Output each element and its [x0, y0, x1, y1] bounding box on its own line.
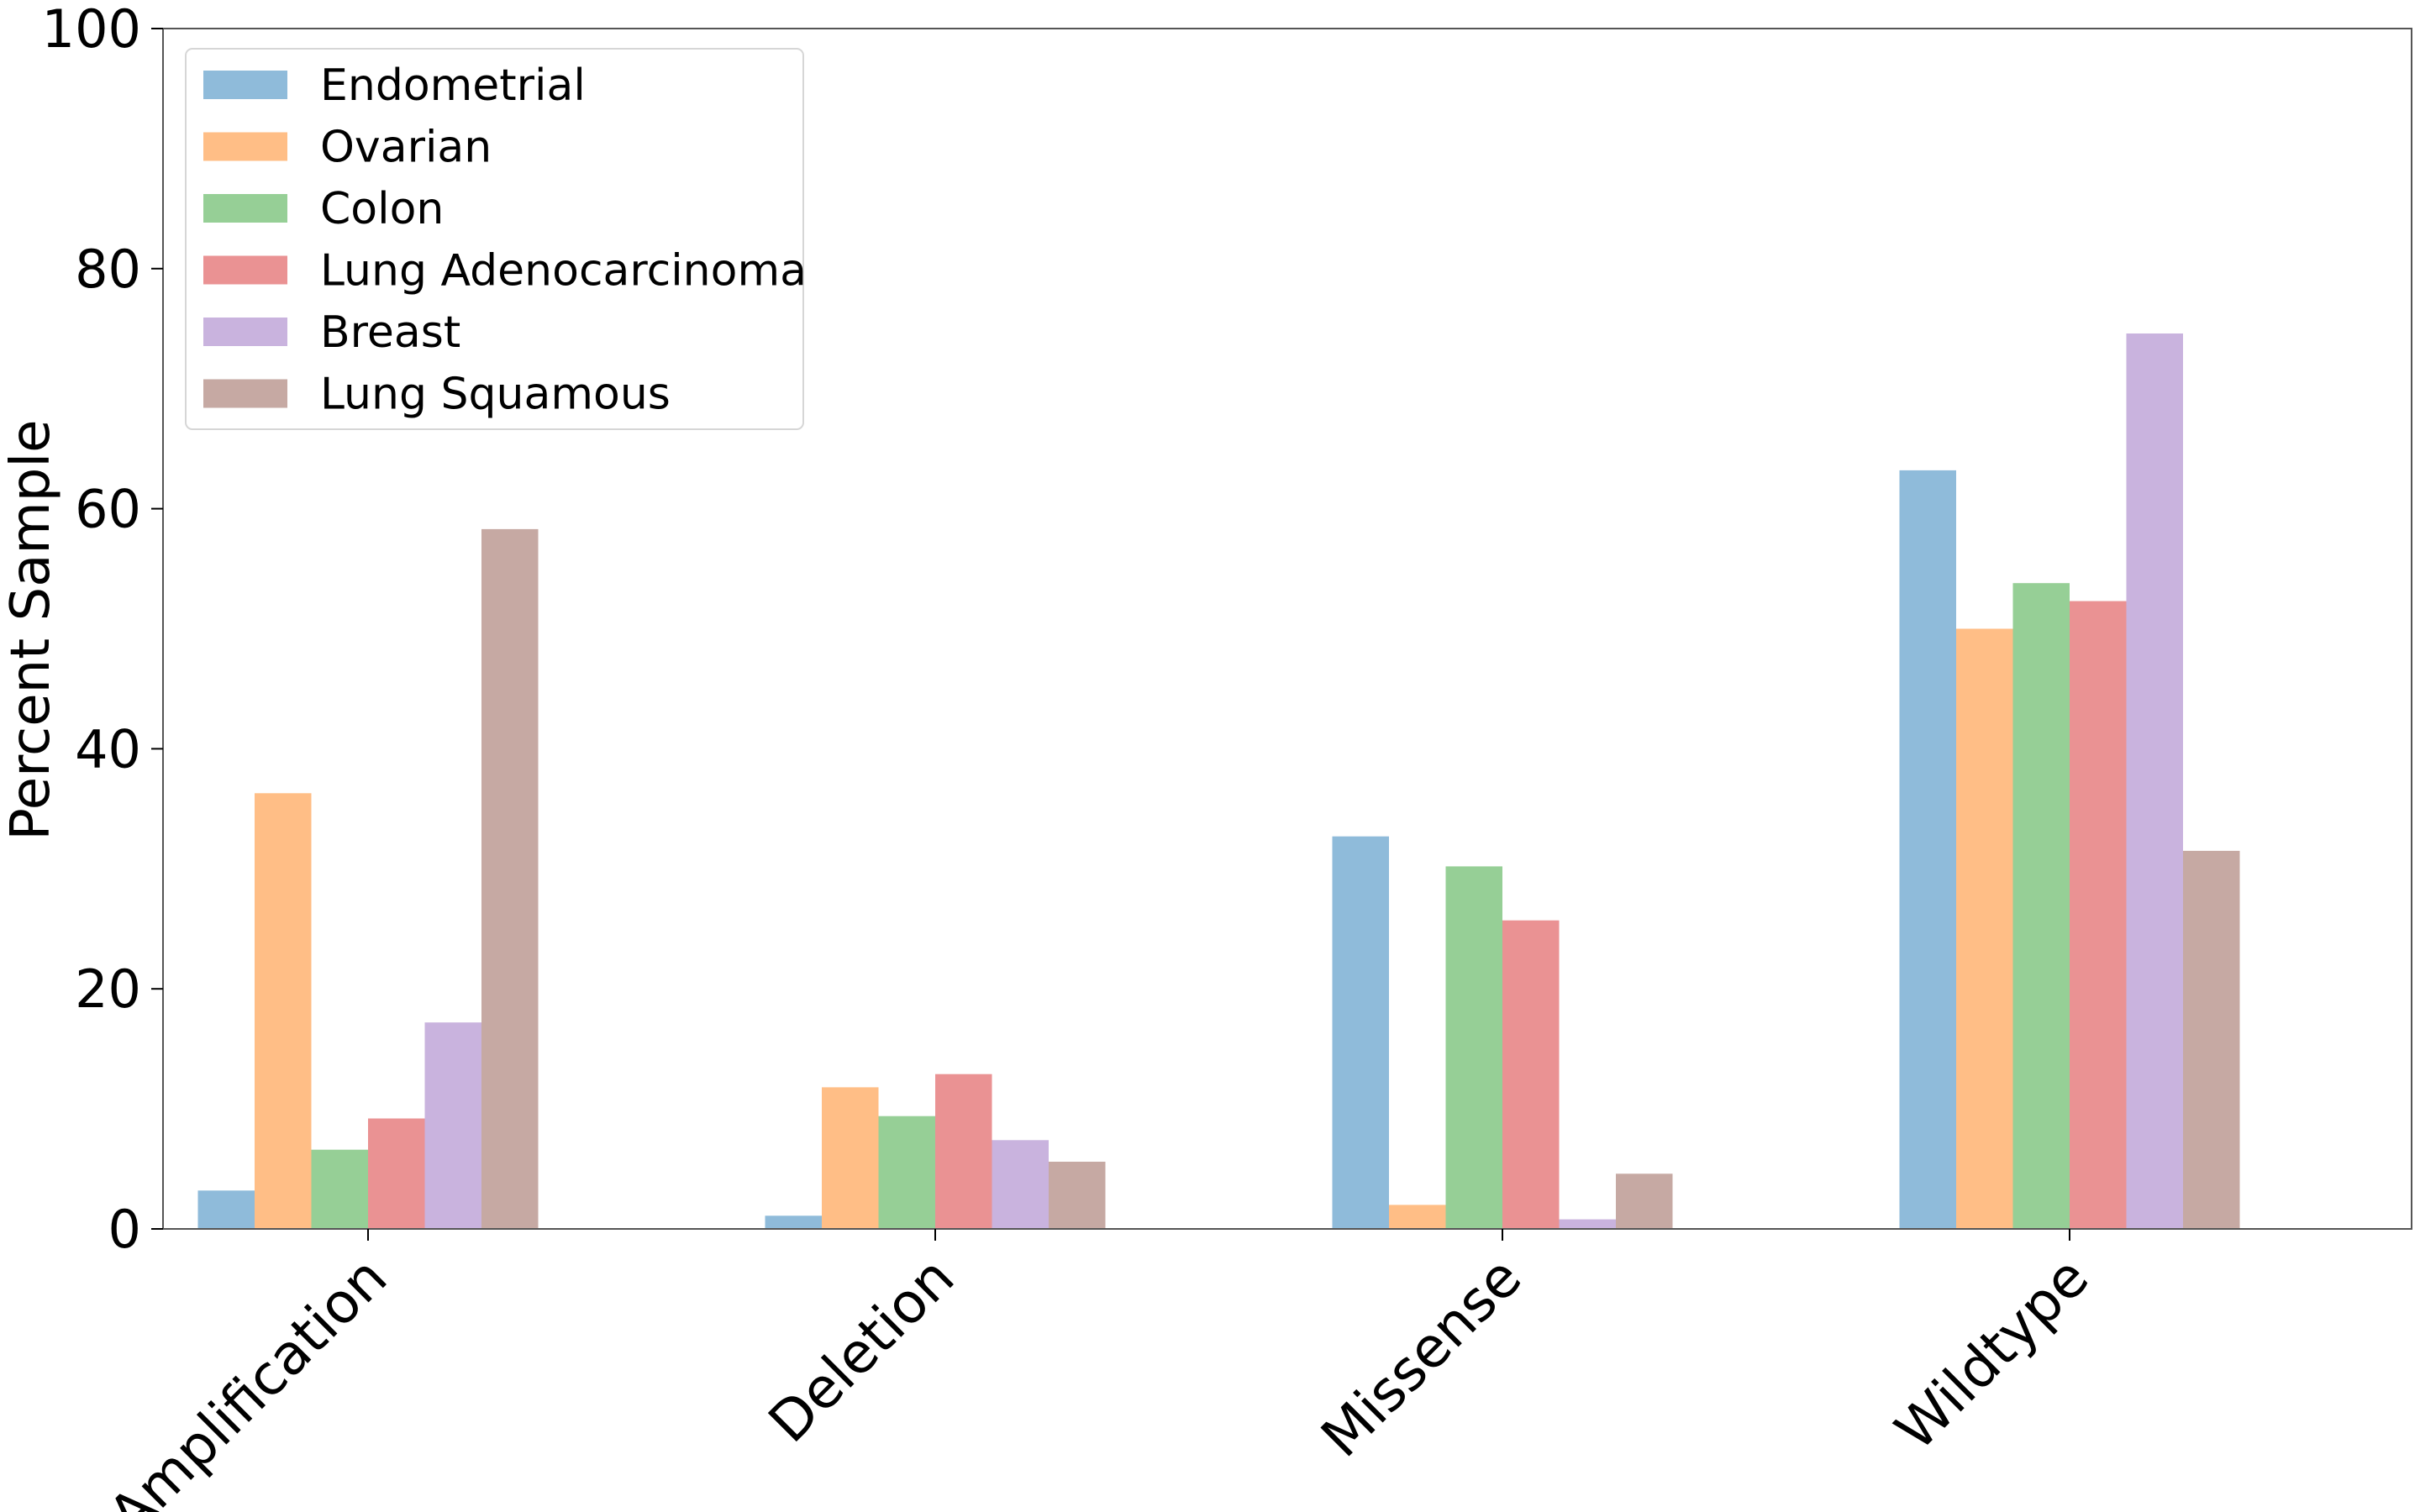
legend-label-endometrial: Endometrial: [320, 60, 586, 111]
bar-colon-deletion: [878, 1116, 935, 1229]
y-tick-label: 0: [108, 1199, 141, 1260]
legend-swatch-lung-adenocarcinoma: [203, 255, 287, 285]
bar-endometrial-wildtype: [1899, 470, 1956, 1229]
bar-colon-missense: [1445, 866, 1502, 1229]
x-axis: Amplification Deletion Missense Wildtype: [97, 1229, 2101, 1512]
legend-swatch-endometrial: [203, 71, 287, 99]
x-tick-label-missense: Missense: [1309, 1245, 1534, 1470]
legend-box: [185, 48, 804, 430]
bar-lung-adenocarcinoma-wildtype: [2070, 601, 2127, 1229]
bar-colon-wildtype: [2012, 583, 2070, 1229]
y-tick-label: 100: [42, 0, 141, 60]
bars-group: [197, 333, 2240, 1229]
bar-ovarian-amplification: [255, 793, 312, 1229]
bar-breast-amplification: [424, 1022, 481, 1229]
legend-label-breast: Breast: [320, 307, 460, 358]
bar-ovarian-missense: [1389, 1205, 1446, 1229]
legend-label-ovarian: Ovarian: [320, 123, 492, 173]
y-tick-label: 40: [75, 718, 141, 780]
y-tick-label: 80: [75, 239, 141, 300]
bar-endometrial-deletion: [765, 1215, 822, 1229]
bar-lung-squamous-deletion: [1049, 1162, 1106, 1229]
legend-label-lung-adenocarcinoma: Lung Adenocarcinoma: [320, 246, 807, 297]
x-tick-label-wildtype: Wildtype: [1883, 1245, 2101, 1462]
y-axis-label: Percent Sample: [0, 419, 62, 840]
y-tick-label: 60: [75, 479, 141, 540]
legend-label-colon: Colon: [320, 184, 444, 234]
y-axis: 0 20 40 60 80 100: [42, 0, 163, 1260]
legend-swatch-breast: [203, 318, 287, 346]
x-tick-label-amplification: Amplification: [97, 1245, 399, 1512]
bar-lung-squamous-wildtype: [2183, 850, 2240, 1229]
legend-swatch-lung-squamous: [203, 379, 287, 408]
bar-lung-adenocarcinoma-missense: [1502, 920, 1560, 1229]
bar-lung-adenocarcinoma-amplification: [368, 1118, 425, 1229]
bar-ovarian-wildtype: [1956, 628, 2013, 1229]
bar-lung-squamous-missense: [1616, 1173, 1673, 1229]
legend-swatch-ovarian: [203, 132, 287, 161]
bar-lung-squamous-amplification: [481, 528, 539, 1229]
bar-endometrial-amplification: [197, 1190, 255, 1229]
legend: Endometrial Ovarian Colon Lung Adenocarcino…: [185, 48, 807, 430]
bar-breast-wildtype: [2126, 333, 2183, 1229]
y-tick-label: 20: [75, 958, 141, 1020]
x-tick-label-deletion: Deletion: [756, 1245, 966, 1455]
plot-area-frame: [162, 28, 2412, 1230]
bar-breast-missense: [1559, 1219, 1616, 1229]
legend-label-lung-squamous: Lung Squamous: [320, 370, 671, 420]
bar-colon-amplification: [311, 1149, 368, 1229]
bar-ovarian-deletion: [822, 1087, 879, 1229]
bar-breast-deletion: [992, 1140, 1049, 1229]
bar-endometrial-missense: [1332, 836, 1389, 1229]
legend-swatch-colon: [203, 194, 287, 223]
bar-lung-adenocarcinoma-deletion: [935, 1074, 992, 1229]
